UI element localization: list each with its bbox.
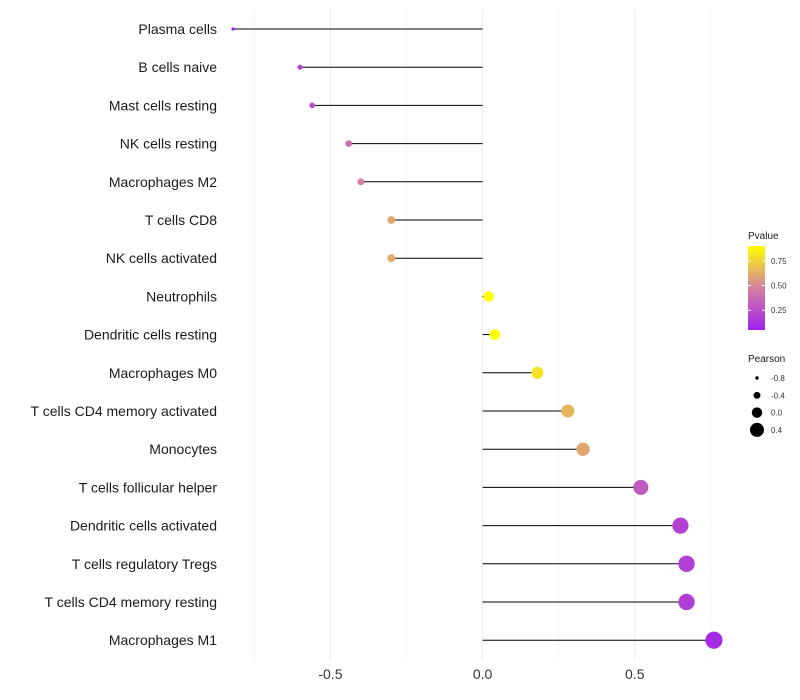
category-labels: Plasma cells B cells naive Mast cells rest… bbox=[31, 21, 218, 648]
category-label: T cells CD8 bbox=[145, 212, 217, 228]
pearson-legend-key bbox=[755, 376, 759, 380]
point-11 bbox=[576, 442, 590, 456]
category-label: Dendritic cells activated bbox=[70, 518, 217, 534]
point-7 bbox=[483, 291, 495, 302]
pearson-legend-label: 0.0 bbox=[771, 409, 783, 418]
category-label: NK cells resting bbox=[120, 136, 217, 152]
category-label: Macrophages M1 bbox=[109, 632, 217, 648]
point-1 bbox=[297, 64, 303, 70]
point-6 bbox=[387, 254, 396, 263]
point-13 bbox=[672, 517, 689, 534]
point-0 bbox=[231, 27, 235, 31]
point-14 bbox=[678, 555, 695, 572]
pvalue-tick-label: 0.25 bbox=[771, 306, 787, 315]
pearson-legend-key bbox=[750, 422, 764, 437]
stem-layer bbox=[233, 28, 714, 641]
category-label: NK cells activated bbox=[106, 250, 217, 266]
category-label: Macrophages M2 bbox=[109, 174, 217, 190]
category-label: Neutrophils bbox=[146, 288, 217, 304]
category-label: T cells CD4 memory activated bbox=[31, 403, 217, 419]
category-label: Dendritic cells resting bbox=[84, 327, 217, 343]
category-label: T cells regulatory Tregs bbox=[72, 556, 217, 572]
point-3 bbox=[345, 140, 352, 147]
pearson-legend-label: -0.4 bbox=[771, 391, 785, 400]
category-label: Macrophages M0 bbox=[109, 365, 217, 381]
point-10 bbox=[561, 404, 575, 418]
category-label: Monocytes bbox=[149, 441, 217, 457]
x-tick-label: 0.5 bbox=[625, 666, 645, 682]
point-4 bbox=[357, 178, 365, 186]
pearson-legend-key bbox=[753, 391, 761, 399]
grid-layer bbox=[254, 10, 712, 660]
category-label: Mast cells resting bbox=[109, 97, 217, 113]
pearson-legend-label: -0.8 bbox=[771, 374, 785, 383]
pearson-legend-key bbox=[751, 407, 763, 418]
pearson-legend-title: Pearson bbox=[748, 354, 785, 365]
pearson-legend-label: 0.4 bbox=[771, 426, 783, 435]
point-layer bbox=[231, 27, 723, 649]
point-12 bbox=[633, 479, 649, 495]
pvalue-tick-label: 0.75 bbox=[771, 257, 787, 266]
x-axis-ticks: -0.5 0.0 0.5 bbox=[318, 666, 644, 682]
point-16 bbox=[705, 631, 723, 649]
point-5 bbox=[387, 216, 396, 224]
pvalue-colorbar bbox=[748, 246, 765, 330]
category-label: Plasma cells bbox=[138, 21, 217, 37]
x-tick-label: 0.0 bbox=[473, 666, 493, 682]
category-label: B cells naive bbox=[138, 59, 217, 75]
pvalue-tick-label: 0.50 bbox=[771, 282, 787, 291]
point-9 bbox=[531, 366, 544, 379]
pvalue-legend: Pvalue 0.75 0.50 0.25 bbox=[748, 231, 787, 330]
point-8 bbox=[489, 329, 501, 341]
category-label: T cells CD4 memory resting bbox=[45, 594, 217, 610]
x-tick-label: -0.5 bbox=[318, 666, 342, 682]
point-15 bbox=[678, 593, 695, 611]
point-2 bbox=[309, 102, 315, 109]
pvalue-legend-title: Pvalue bbox=[748, 231, 779, 242]
category-label: T cells follicular helper bbox=[79, 479, 218, 495]
pearson-legend: Pearson -0.8 -0.4 0.0 0.4 bbox=[748, 354, 785, 437]
